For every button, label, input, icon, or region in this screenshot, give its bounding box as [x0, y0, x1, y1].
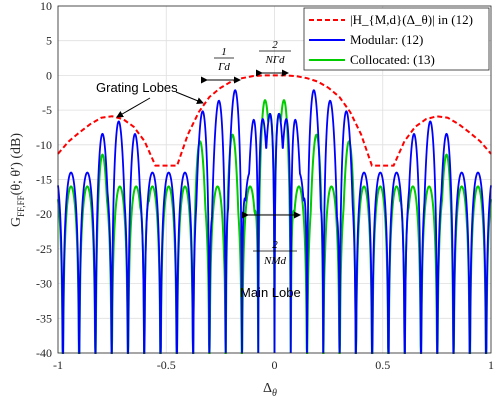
frac3-denominator: NMd [263, 255, 287, 267]
plot-frame [57, 5, 492, 354]
frac3-numerator: 2 [272, 239, 278, 251]
x-axis-label: Δθ [263, 381, 277, 399]
y-axis-label-main: G [9, 217, 24, 227]
grating-lobes-arrow-left [116, 97, 151, 118]
legend-label-modular: Modular: (12) [350, 32, 423, 47]
frac1-numerator: 1 [221, 46, 227, 58]
y-tick-label: -15 [36, 173, 52, 187]
y-tick-label: -35 [36, 311, 52, 325]
x-tick-label: 1 [488, 358, 494, 372]
y-tick-label: -10 [36, 138, 52, 152]
legend-label-collocated: Collocated: (13) [350, 52, 435, 67]
frac2-numerator: 2 [272, 39, 278, 51]
x-axis-label-main: Δ [263, 381, 272, 396]
annotations: Grating Lobes 1 Γd 2 NΓd 2 NMd Main Lobe [96, 39, 301, 300]
ticks: -1 -0.5 0 0.5 1 10 5 0 -5 -10 -15 -20 -25 -30 -35 -40 [36, 0, 494, 372]
frac1-denominator: Γd [217, 61, 230, 73]
y-tick-label: -5 [42, 103, 52, 117]
main-lobe-label: Main Lobe [240, 285, 301, 300]
y-tick-label: 10 [40, 0, 52, 13]
y-axis-label-sub: FF,FF [16, 195, 26, 217]
x-axis-label-sub: θ [272, 388, 277, 399]
legend-label-envelope: |H_{M,d}(Δ_θ)| in (12) [350, 12, 473, 27]
y-tick-label: 5 [46, 34, 52, 48]
x-tick-label: 0 [272, 358, 278, 372]
y-axis-label: GFF,FF(θ; θ′) (dB) [9, 133, 26, 227]
x-tick-label: -1 [53, 358, 63, 372]
x-tick-label: 0.5 [375, 358, 390, 372]
y-tick-label: 0 [46, 68, 52, 82]
grating-lobes-label: Grating Lobes [96, 80, 178, 95]
y-tick-label: -40 [36, 346, 52, 360]
frac2-denominator: NΓd [264, 54, 285, 66]
x-tick-label: -0.5 [157, 358, 176, 372]
grating-lobes-arrow-right [175, 91, 204, 104]
y-tick-label: -30 [36, 277, 52, 291]
legend: |H_{M,d}(Δ_θ)| in (12) Modular: (12) Col… [303, 7, 490, 71]
y-axis-label-arg: (θ; θ′) (dB) [9, 133, 24, 196]
y-tick-label: -20 [36, 207, 52, 221]
y-tick-label: -25 [36, 242, 52, 256]
